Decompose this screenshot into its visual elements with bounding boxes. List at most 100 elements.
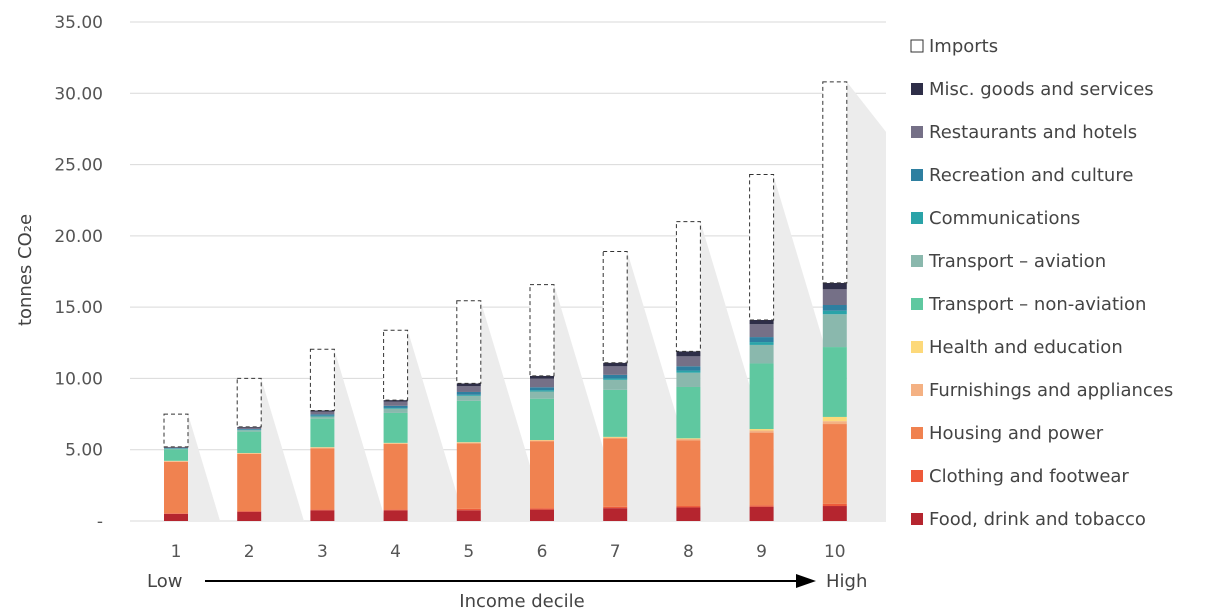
bar-segment xyxy=(310,510,335,521)
x-tick-label: 5 xyxy=(463,542,474,562)
bar-segment xyxy=(749,432,774,506)
bar-segment xyxy=(383,444,408,510)
bar-segment xyxy=(676,506,701,508)
bar-segment xyxy=(749,430,774,433)
bar-segment xyxy=(383,443,408,445)
x-tick-label: 4 xyxy=(390,542,401,562)
legend-swatch xyxy=(911,513,923,525)
legend-swatch xyxy=(911,83,923,95)
bar-segment xyxy=(676,439,701,441)
x-tick-label: 6 xyxy=(537,542,548,562)
bar-segment xyxy=(529,284,555,377)
bar-segment xyxy=(456,394,481,396)
bar-segment xyxy=(530,378,554,388)
bar-segment xyxy=(310,411,335,415)
legend-swatch xyxy=(911,384,923,396)
bar-segment xyxy=(237,511,262,512)
bar-segment xyxy=(676,370,701,373)
bar-segment xyxy=(237,431,262,453)
bar-segment xyxy=(163,413,189,448)
bar-segment xyxy=(749,324,774,338)
bar-segment xyxy=(237,511,262,521)
bar-segment xyxy=(383,412,408,443)
bar-segment xyxy=(603,436,628,438)
legend-swatch xyxy=(911,126,923,138)
bar-segment xyxy=(530,441,554,509)
bar-segment xyxy=(164,448,188,450)
bar-segment xyxy=(456,510,481,521)
bar-segment xyxy=(822,81,848,284)
legend-label: Transport – non-aviation xyxy=(928,294,1146,315)
bar-segment xyxy=(310,416,335,419)
bar-segment xyxy=(310,410,335,412)
bar-segment xyxy=(310,447,335,449)
bar-segment xyxy=(456,508,481,511)
y-tick-label: 30.00 xyxy=(54,84,103,104)
y-tick-label: 5.00 xyxy=(65,441,103,461)
bar-shadow xyxy=(846,81,886,521)
bar-segment xyxy=(309,348,335,412)
bar-shadow xyxy=(554,284,626,521)
bar-segment xyxy=(530,398,554,441)
legend-label: Transport – aviation xyxy=(928,251,1106,272)
bar-segment xyxy=(456,442,481,444)
y-tick-label: 25.00 xyxy=(54,156,103,176)
legend-label: Health and education xyxy=(929,337,1123,358)
bars xyxy=(163,81,848,521)
x-tick-label: 9 xyxy=(756,542,767,562)
y-tick-label: 10.00 xyxy=(54,369,103,389)
legend-swatch xyxy=(911,341,923,353)
bar-segment xyxy=(383,329,409,401)
bar-segment xyxy=(530,375,554,379)
bar-segment xyxy=(603,366,628,375)
legend-label: Misc. goods and services xyxy=(929,79,1154,100)
decile-shadows xyxy=(188,81,886,522)
bar-segment xyxy=(822,305,847,311)
bar-segment xyxy=(603,374,628,379)
bar-segment xyxy=(310,509,335,511)
bar-segment xyxy=(603,378,628,380)
bar-segment xyxy=(164,449,188,461)
x-tick-label: 7 xyxy=(610,542,621,562)
bar-segment xyxy=(603,508,628,521)
x-tick-label: 1 xyxy=(171,542,182,562)
bar-segment xyxy=(456,400,481,443)
bar-segment xyxy=(383,400,408,402)
bar-segment xyxy=(675,221,701,352)
bar-segment xyxy=(822,347,847,417)
bar-segment xyxy=(676,356,701,367)
bar-segment xyxy=(236,377,262,428)
bar-segment xyxy=(530,387,554,391)
bar-segment xyxy=(822,421,847,425)
bar-segment xyxy=(822,424,847,504)
bar-segment xyxy=(530,440,554,442)
legend-swatch xyxy=(911,298,923,310)
bar-segment xyxy=(822,506,847,521)
bar-segment xyxy=(603,389,628,437)
bar-segment xyxy=(383,408,408,413)
bar-segment xyxy=(164,461,188,462)
legend-swatch xyxy=(911,427,923,439)
bar-segment xyxy=(310,415,335,417)
income-arrow-head xyxy=(796,574,816,588)
bar-segment xyxy=(676,366,701,371)
bar-segment xyxy=(676,386,701,439)
bar-shadow xyxy=(261,378,304,521)
bar-segment xyxy=(822,314,847,348)
bar-segment xyxy=(383,401,408,406)
bar-segment xyxy=(749,344,774,364)
bar-segment xyxy=(164,461,188,514)
y-tick-label: - xyxy=(97,512,103,532)
bar-segment xyxy=(237,453,262,512)
bar-segment xyxy=(676,351,701,357)
bar-segment xyxy=(822,503,847,507)
legend-label: Restaurants and hotels xyxy=(929,122,1137,143)
x-axis-ticks: 1 2 3 4 5 6 7 8 9 10 xyxy=(171,542,846,562)
bar-segment xyxy=(603,506,628,509)
legend-label: Imports xyxy=(929,36,998,57)
bar-segment xyxy=(530,508,554,510)
bar-segment xyxy=(383,510,408,521)
bar-segment xyxy=(456,391,481,395)
bar-segment xyxy=(456,395,481,401)
